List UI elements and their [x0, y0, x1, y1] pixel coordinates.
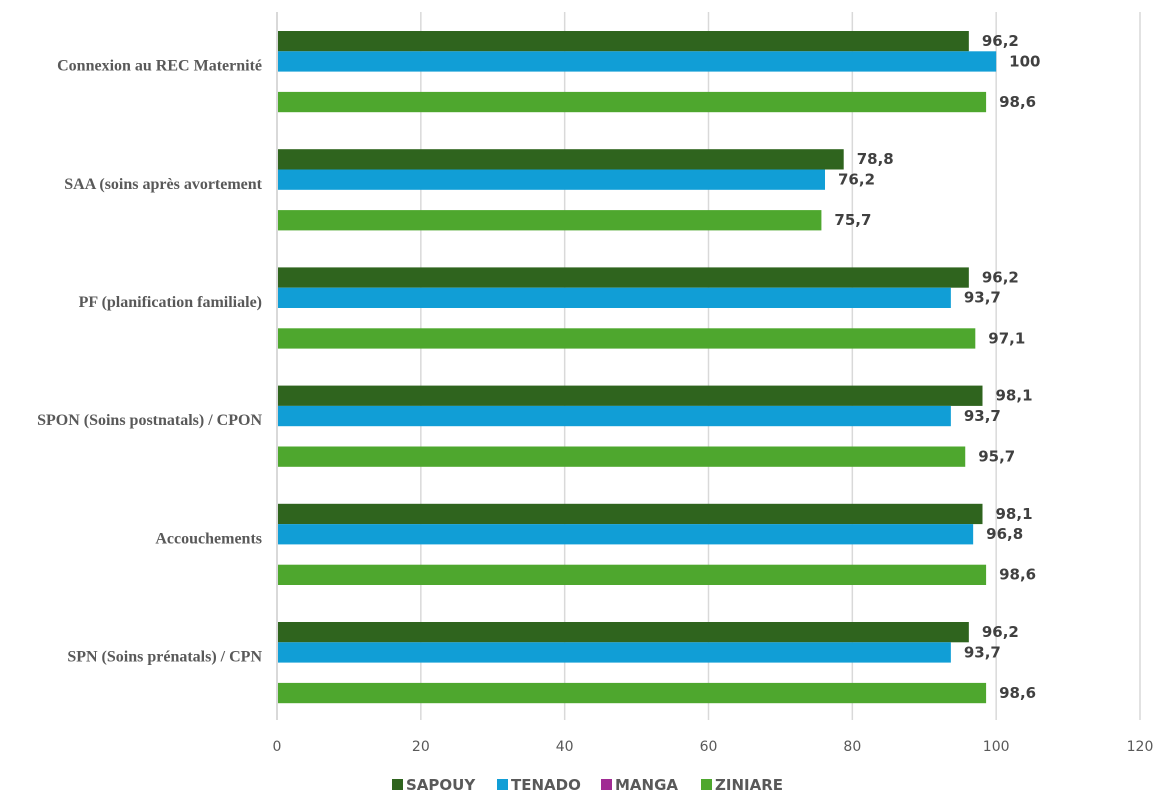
x-tick-label: 60 — [700, 739, 718, 755]
category-label: Connexion au REC Maternité — [57, 58, 262, 75]
x-tick-label: 20 — [412, 739, 430, 755]
bar-ziniare — [278, 91, 987, 113]
bar-tenado — [278, 405, 951, 427]
category-label: PF (planification familiale) — [79, 294, 262, 311]
legend-label: SAPOUY — [406, 776, 476, 794]
bar-tenado — [278, 642, 951, 663]
data-labels: 96,2 100 98,6 78,8 76,2 75,7 96,2 93,7 97,1 98,1 9… — [834, 32, 1040, 702]
legend-swatch-sapouy — [392, 779, 403, 790]
bar-sapouy — [278, 31, 969, 52]
category-label: SPN (Soins prénatals) / CPN — [67, 649, 262, 666]
data-label: 98,1 — [996, 387, 1033, 405]
data-label: 98,6 — [999, 566, 1036, 584]
bar-sapouy — [278, 149, 844, 170]
bar-ziniare — [278, 446, 966, 467]
bar-sapouy — [278, 622, 969, 643]
bar-ziniare — [278, 564, 987, 585]
category-labels: Connexion au REC Maternité SAA (soins apr… — [37, 58, 263, 666]
bar-sapouy — [278, 385, 983, 406]
x-tick-label: 40 — [556, 739, 574, 755]
category-label: Accouchements — [155, 530, 262, 547]
data-label: 98,6 — [999, 684, 1036, 702]
bar-tenado — [278, 524, 974, 545]
bar-ziniare — [278, 328, 976, 349]
x-tick-label: 80 — [843, 739, 861, 755]
data-label: 100 — [1009, 52, 1040, 70]
data-label: 98,1 — [996, 505, 1033, 523]
legend-swatch-ziniare — [701, 779, 712, 790]
bar-sapouy — [278, 267, 969, 288]
data-label: 78,8 — [857, 150, 894, 168]
x-axis-tick-labels: 0 20 40 60 80 100 120 — [273, 739, 1154, 755]
x-tick-label: 120 — [1127, 739, 1154, 755]
data-label: 98,6 — [999, 93, 1036, 111]
data-label: 95,7 — [978, 448, 1015, 466]
data-label: 96,8 — [986, 525, 1023, 543]
data-label: 93,7 — [964, 643, 1001, 661]
legend-swatch-manga — [601, 779, 612, 790]
bar-tenado — [278, 287, 951, 308]
bar-tenado — [278, 51, 997, 72]
data-label: 75,7 — [834, 211, 871, 229]
bar-tenado — [278, 169, 826, 190]
x-tick-label: 100 — [983, 739, 1010, 755]
legend-label: ZINIARE — [715, 776, 783, 794]
legend-swatch-tenado — [497, 779, 508, 790]
data-label: 93,7 — [964, 289, 1001, 307]
bar-ziniare — [278, 210, 822, 231]
legend-label: TENADO — [511, 776, 581, 794]
bars — [278, 31, 997, 704]
legend-label: MANGA — [615, 776, 678, 794]
category-label: SAA (soins après avortement — [64, 176, 262, 193]
gridlines — [276, 12, 1141, 720]
data-label: 96,2 — [982, 268, 1019, 286]
data-label: 93,7 — [964, 407, 1001, 425]
data-label: 76,2 — [838, 171, 875, 189]
x-tick-label: 0 — [273, 739, 282, 755]
data-label: 96,2 — [982, 32, 1019, 50]
legend: SAPOUY TENADO MANGA ZINIARE — [392, 776, 783, 794]
data-label: 96,2 — [982, 623, 1019, 641]
data-label: 97,1 — [988, 329, 1025, 347]
bar-sapouy — [278, 503, 983, 525]
bar-ziniare — [278, 682, 987, 704]
category-label: SPON (Soins postnatals) / CPON — [37, 412, 262, 429]
